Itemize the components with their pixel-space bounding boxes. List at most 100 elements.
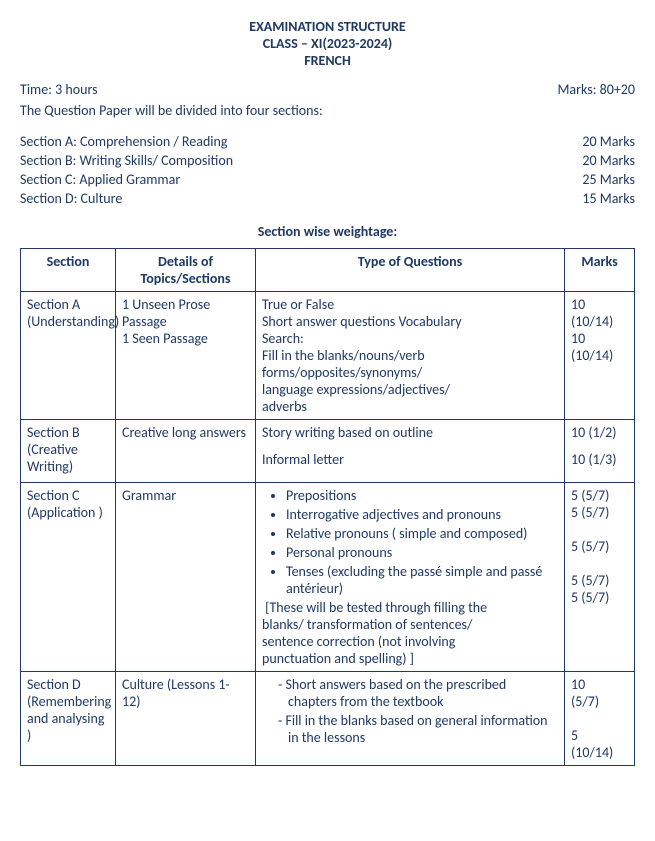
overview-marks: 20 Marks (582, 152, 635, 169)
list-item: - Short answers based on the prescribed … (270, 676, 558, 710)
text: (10/14) (571, 347, 613, 364)
cell-details: Grammar (116, 483, 256, 672)
cell-marks: 10 (10/14) 10 (10/14) (565, 292, 635, 420)
cell-section: Section C (Application ) (21, 483, 116, 672)
text: 5 (571, 727, 578, 744)
cell-type: True or False Short answer questions Voc… (256, 292, 565, 420)
cell-details: Culture (Lessons 1- 12) (116, 672, 256, 766)
table-row: Section A (Understanding) 1 Unseen Prose… (21, 292, 635, 420)
table-header-row: Section Details of Topics/Sections Type … (21, 249, 635, 292)
overview-marks: 25 Marks (582, 171, 635, 188)
text: (Creative (27, 441, 78, 458)
list-item: Relative pronouns ( simple and composed) (286, 525, 558, 542)
overview-label: Section C: Applied Grammar (20, 171, 180, 188)
note: [These will be tested through filling th… (262, 599, 558, 667)
text: 5 (5/7) (571, 538, 609, 555)
spacer (262, 441, 558, 451)
list-item: Prepositions (286, 487, 558, 504)
text: Fill in the blanks/nouns/verb (262, 347, 425, 364)
text: (Remembering and analysing ) (27, 693, 111, 744)
overview-label: Section D: Culture (20, 190, 122, 207)
text: Writing) (27, 458, 73, 475)
cell-type: Story writing based on outline Informal … (256, 420, 565, 483)
text: blanks/ transformation of sentences/ (262, 616, 472, 633)
time-label: Time: 3 hours (20, 81, 98, 98)
text: adverbs (262, 398, 307, 415)
cell-section: Section A (Understanding) (21, 292, 116, 420)
cell-details: 1 Unseen Prose Passage 1 Seen Passage (116, 292, 256, 420)
text: Informal letter (262, 451, 344, 468)
text: (10/14) (571, 313, 613, 330)
text: 10 (571, 676, 585, 693)
table-row: Section C (Application ) Grammar Preposi… (21, 483, 635, 672)
text: Search: (262, 330, 304, 347)
text: 10 (571, 330, 585, 347)
title-1: EXAMINATION STRUCTURE (20, 18, 635, 35)
text: Section D (27, 676, 81, 693)
th-section: Section (21, 249, 116, 292)
text: (Application ) (27, 504, 103, 521)
overview-label: Section B: Writing Skills/ Composition (20, 152, 233, 169)
list-item: Tenses (excluding the passé simple and p… (286, 563, 558, 597)
text: sentence correction (not involving (262, 633, 455, 650)
text: [These will be tested through filling th… (265, 599, 487, 616)
cell-marks: 10 (1/2) 10 (1/3) (565, 420, 635, 483)
table-row: Section D (Remembering and analysing ) C… (21, 672, 635, 766)
cell-type: Prepositions Interrogative adjectives an… (256, 483, 565, 672)
spacer (262, 468, 558, 478)
intro-text: The Question Paper will be divided into … (20, 102, 635, 119)
text: Short answer questions Vocabulary (262, 313, 462, 330)
overview-row: Section B: Writing Skills/ Composition 2… (20, 152, 635, 169)
text: Section C (27, 487, 80, 504)
text: 10 (1/3) (571, 451, 616, 468)
bullet-list: Prepositions Interrogative adjectives an… (262, 487, 558, 597)
cell-type: - Short answers based on the prescribed … (256, 672, 565, 766)
cell-marks: 10 (5/7) 5 (10/14) (565, 672, 635, 766)
cell-details: Creative long answers (116, 420, 256, 483)
text: 5 (5/7) (571, 504, 609, 521)
text: (10/14) (571, 744, 613, 761)
overview-marks: 20 Marks (582, 133, 635, 150)
th-details: Details of Topics/Sections (116, 249, 256, 292)
text: True or False (262, 296, 334, 313)
text: 10 (1/2) (571, 424, 616, 441)
text: (Understanding) (27, 313, 119, 330)
text: Section A (27, 296, 80, 313)
title-2: CLASS – XI(2023-2024) (20, 35, 635, 52)
dash-list: - Short answers based on the prescribed … (262, 676, 558, 746)
th-marks: Marks (565, 249, 635, 292)
meta-row: Time: 3 hours Marks: 80+20 (20, 81, 635, 98)
text: Section B (27, 424, 80, 441)
th-type: Type of Questions (256, 249, 565, 292)
overview-row: Section C: Applied Grammar 25 Marks (20, 171, 635, 188)
cell-section: Section B (Creative Writing) (21, 420, 116, 483)
cell-section: Section D (Remembering and analysing ) (21, 672, 116, 766)
text: 5 (5/7) (571, 487, 609, 504)
text: 5 (5/7) (571, 572, 609, 589)
text: language expressions/adjectives/ (262, 381, 450, 398)
weightage-title: Section wise weightage: (20, 223, 635, 240)
marks-label: Marks: 80+20 (557, 81, 635, 98)
overview-row: Section A: Comprehension / Reading 20 Ma… (20, 133, 635, 150)
overview-marks: 15 Marks (582, 190, 635, 207)
spacer (571, 441, 628, 451)
overview-label: Section A: Comprehension / Reading (20, 133, 227, 150)
text: punctuation and spelling) ] (262, 650, 414, 667)
list-item: - Fill in the blanks based on general in… (270, 712, 558, 746)
table-row: Section B (Creative Writing) Creative lo… (21, 420, 635, 483)
title-3: FRENCH (20, 52, 635, 69)
cell-marks: 5 (5/7) 5 (5/7) 5 (5/7) 5 (5/7) 5 (5/7) (565, 483, 635, 672)
text: forms/opposites/synonyms/ (262, 364, 422, 381)
text: 5 (5/7) (571, 589, 609, 606)
text: Passage (122, 313, 167, 330)
text: Story writing based on outline (262, 424, 433, 441)
weightage-table: Section Details of Topics/Sections Type … (20, 248, 635, 766)
text: 10 (571, 296, 585, 313)
text: 1 Unseen Prose (122, 296, 210, 313)
text: 1 Seen Passage (122, 330, 208, 347)
list-item: Interrogative adjectives and pronouns (286, 506, 558, 523)
list-item: Personal pronouns (286, 544, 558, 561)
sections-overview: Section A: Comprehension / Reading 20 Ma… (20, 133, 635, 207)
header-block: EXAMINATION STRUCTURE CLASS – XI(2023-20… (20, 18, 635, 69)
overview-row: Section D: Culture 15 Marks (20, 190, 635, 207)
